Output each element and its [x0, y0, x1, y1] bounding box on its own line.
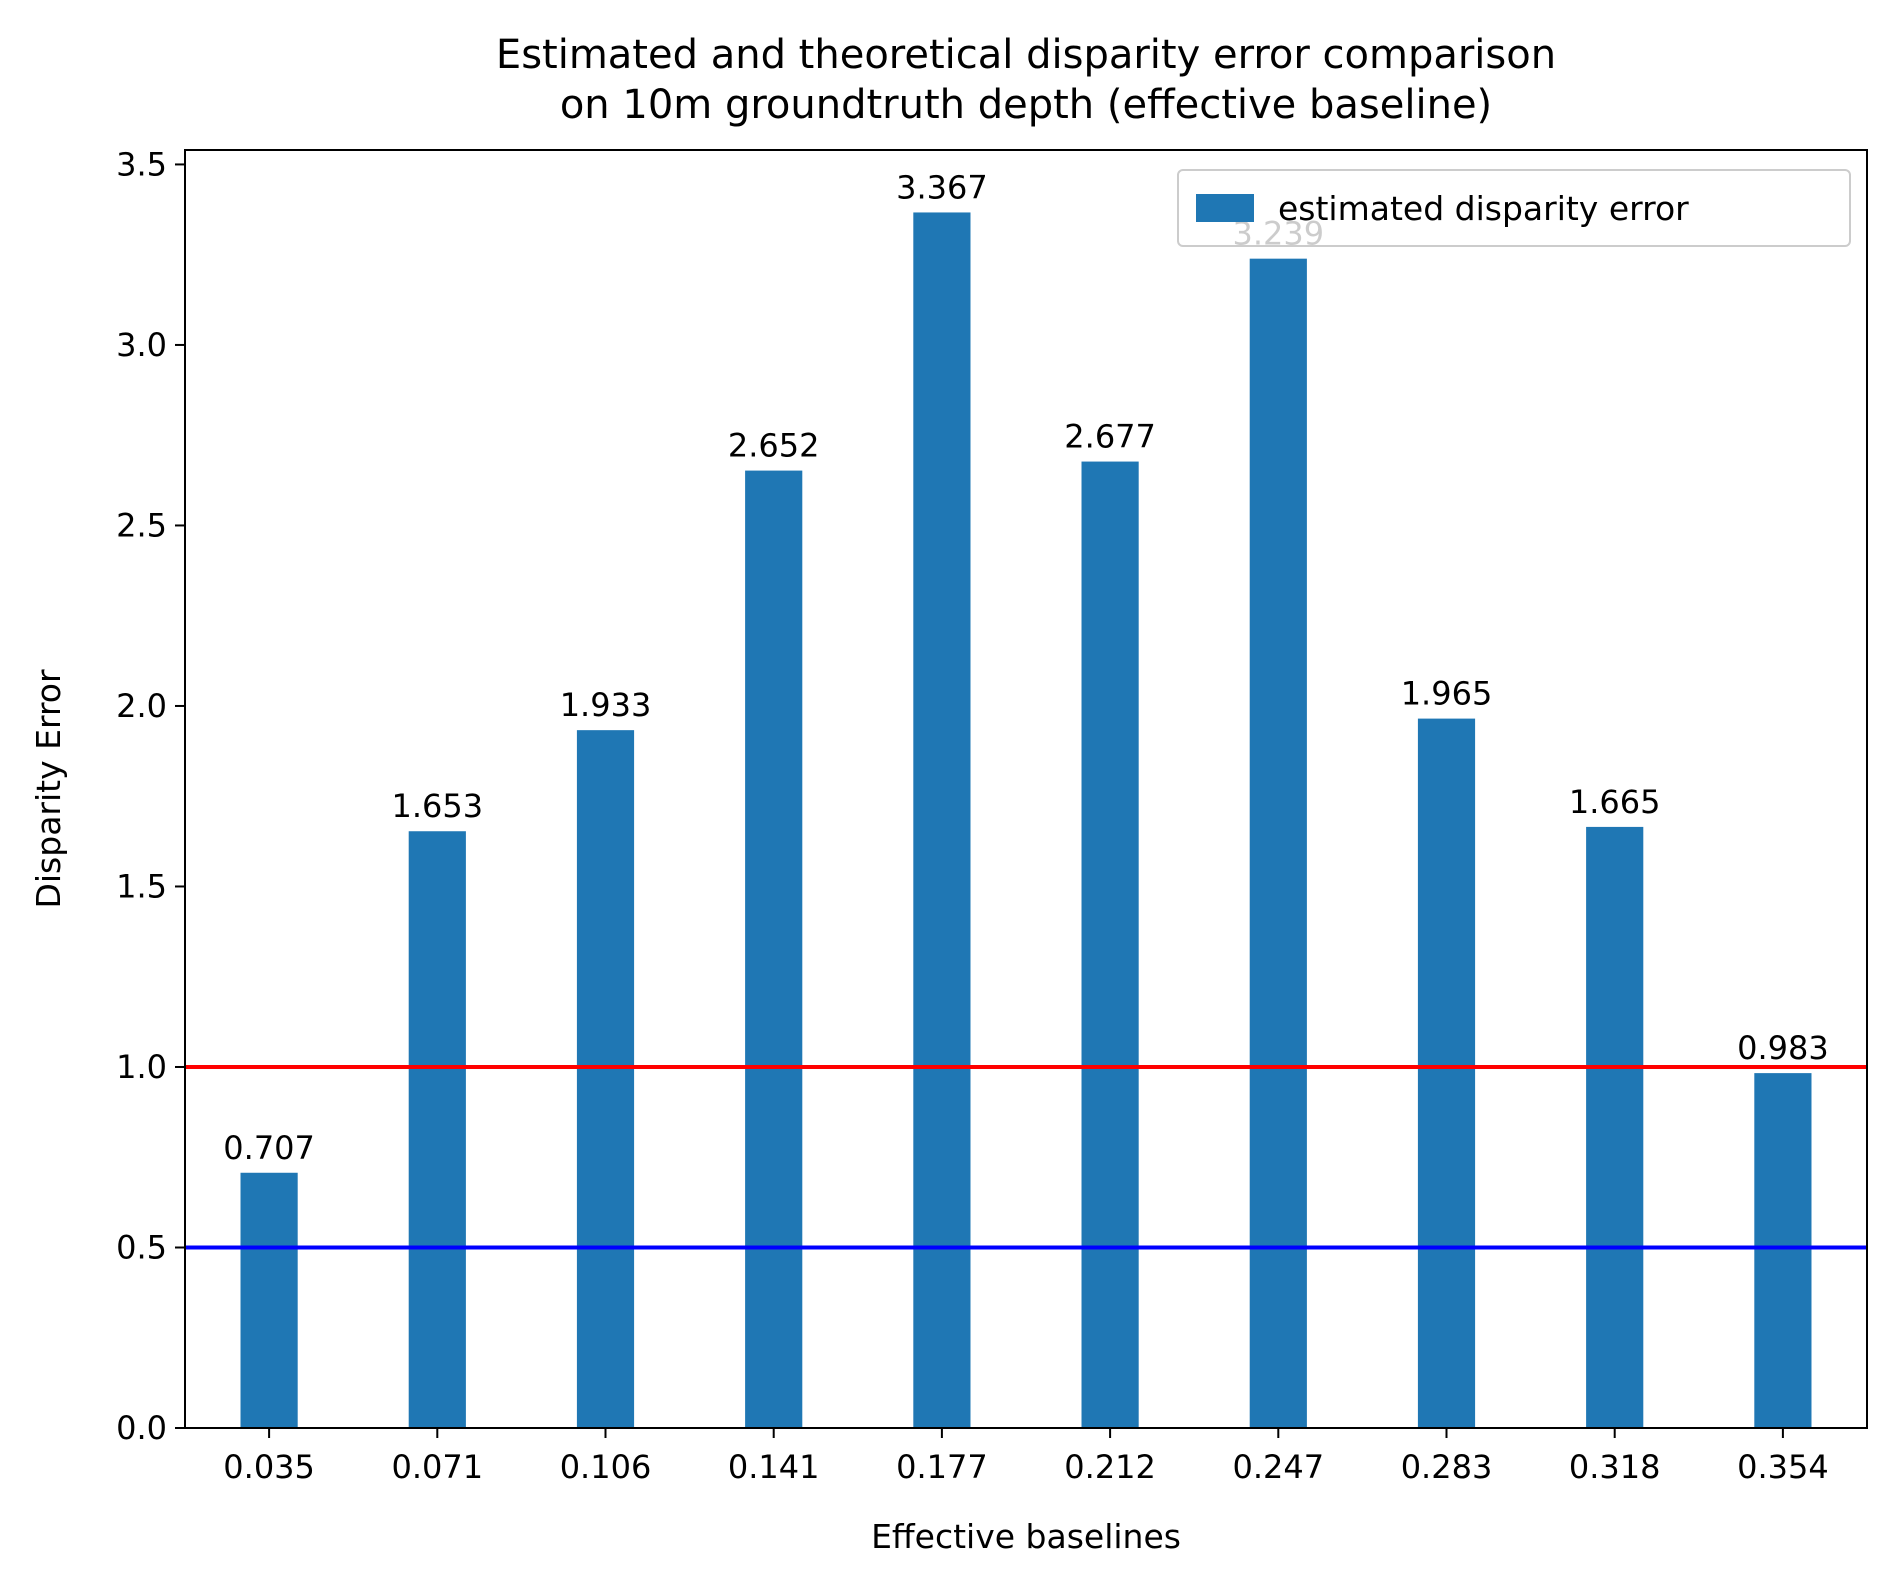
data-label-0.283: 1.965 [1401, 675, 1493, 713]
y-tick-label: 3.5 [116, 145, 167, 183]
data-label-0.106: 1.933 [560, 686, 652, 724]
data-label-0.035: 0.707 [223, 1129, 315, 1167]
y-tick-label: 1.5 [116, 867, 167, 905]
y-tick-label: 0.0 [116, 1409, 167, 1447]
x-tick-label: 0.035 [223, 1448, 315, 1486]
bar-0.035 [240, 1172, 298, 1428]
y-tick-label: 0.5 [116, 1228, 167, 1266]
data-label-0.212: 2.677 [1064, 418, 1156, 456]
bar-0.071 [408, 831, 466, 1428]
bars [240, 212, 1812, 1429]
data-label-0.141: 2.652 [728, 427, 820, 465]
x-tick-label: 0.247 [1232, 1448, 1324, 1486]
bar-0.247 [1249, 258, 1307, 1428]
chart-title-line-2: on 10m groundtruth depth (effective base… [560, 82, 1492, 128]
data-label-0.177: 3.367 [896, 168, 988, 206]
y-tick-label: 3.0 [116, 326, 167, 364]
bar-0.212 [1081, 461, 1139, 1428]
x-tick-label: 0.212 [1064, 1448, 1156, 1486]
bar-0.318 [1586, 826, 1644, 1428]
data-label-0.318: 1.665 [1569, 783, 1661, 821]
y-tick-label: 2.5 [116, 506, 167, 544]
x-tick-label: 0.283 [1401, 1448, 1493, 1486]
x-tick-label: 0.071 [391, 1448, 483, 1486]
axes: 0.0 0.5 1.0 1.5 2.0 2.5 3.0 3.5 0.035 0.071 0.106 0… [116, 145, 1868, 1486]
reference-lines [185, 1064, 1867, 1250]
y-tick-label: 1.0 [116, 1048, 167, 1086]
bar-0.354 [1754, 1073, 1812, 1428]
legend-swatch [1196, 194, 1254, 222]
x-tick-label: 0.354 [1737, 1448, 1829, 1486]
bar-0.283 [1417, 718, 1476, 1428]
chart-title-line-1: Estimated and theoretical disparity erro… [496, 32, 1556, 78]
x-tick-label: 0.106 [560, 1448, 652, 1486]
data-label-0.354: 0.983 [1737, 1029, 1829, 1067]
legend-entry: estimated disparity error [1278, 189, 1689, 228]
x-tick-label: 0.141 [728, 1448, 820, 1486]
chart-title: Estimated and theoretical disparity erro… [496, 32, 1556, 128]
bar-0.177 [913, 212, 971, 1428]
x-axis-label: Effective baselines [871, 1517, 1181, 1556]
x-tick-label: 0.177 [896, 1448, 988, 1486]
x-tick-label: 0.318 [1569, 1448, 1661, 1486]
bar-0.106 [576, 730, 635, 1428]
legend: estimated disparity error [1177, 169, 1851, 247]
data-label-0.071: 1.653 [391, 787, 483, 825]
plot-frame [184, 149, 1868, 1429]
legend-box [1177, 169, 1851, 247]
y-axis-label: Disparity Error [29, 669, 68, 909]
y-tick-label: 2.0 [116, 687, 167, 725]
bar-0.141 [745, 470, 803, 1429]
